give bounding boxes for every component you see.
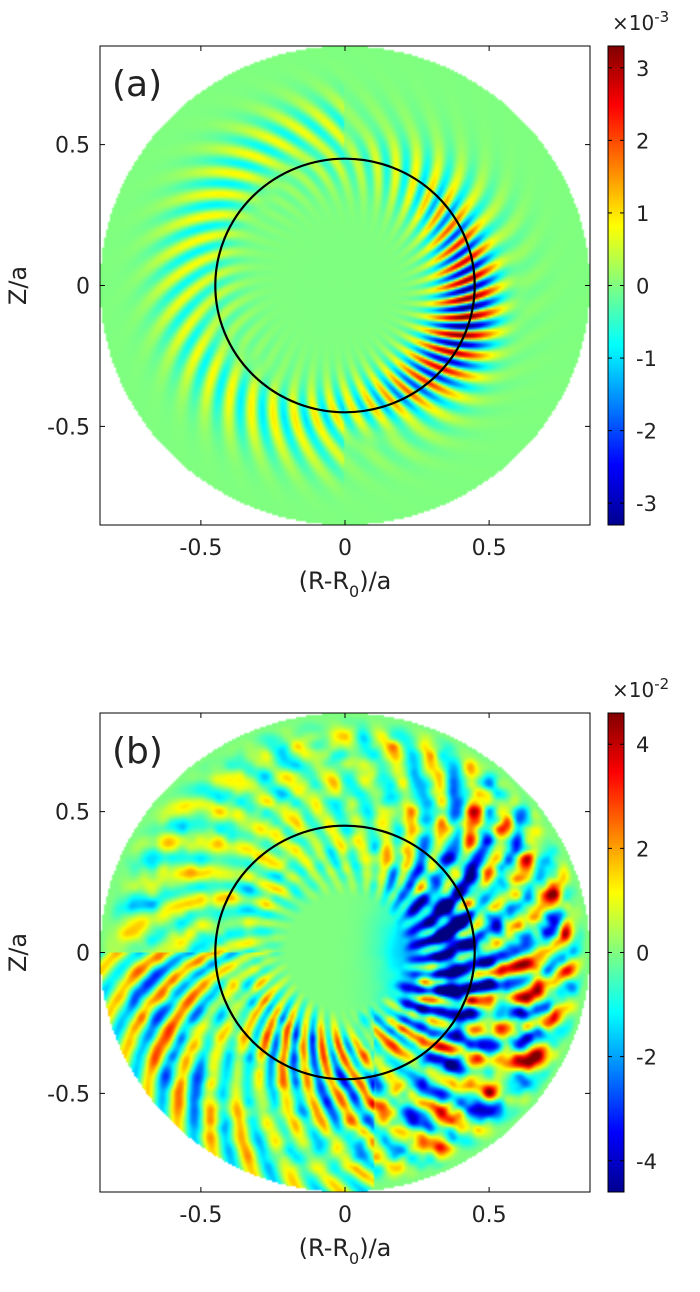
colorbar-tick-label: 0 (636, 275, 649, 299)
x-tick-label: -0.5 (179, 1203, 222, 1228)
x-tick-label: 0 (338, 1203, 352, 1228)
x-axis-label: (R-R0)/a (299, 567, 392, 601)
y-tick-label: -0.5 (47, 415, 90, 440)
x-tick-label: 0.5 (472, 536, 507, 561)
colorbar-tick-label: -2 (636, 420, 657, 444)
colorbar-tick-label: 3 (636, 57, 649, 81)
colorbar-tick-label: 2 (636, 837, 649, 861)
x-axis-label-tail: )/a (359, 567, 391, 595)
x-axis-label-main: (R-R (299, 567, 349, 595)
colorbar-exponent: ×10-2 (612, 675, 669, 702)
chart-panel-1: -0.5 0 0.50.50-0.5(a)(R-R0)/aZ/a3210-1-2-3… (4, 8, 669, 601)
colorbar-tick-label: 2 (636, 129, 649, 153)
y-axis-label: Z/a (4, 266, 32, 305)
x-axis-label-main: (R-R (299, 1234, 349, 1262)
colorbar-exponent-base: ×10 (612, 678, 654, 702)
heatmap-field (100, 46, 590, 525)
x-axis-label-sub: 0 (349, 1249, 359, 1268)
colorbar-tick-label: -2 (636, 1046, 657, 1070)
heatmap-field (100, 713, 590, 1192)
colorbar-tick-label: -4 (636, 1150, 657, 1174)
x-axis-label: (R-R0)/a (299, 1234, 392, 1268)
reference-circle (214, 824, 476, 1081)
colorbar-exponent-power: -3 (654, 8, 669, 26)
y-tick-label: 0 (76, 942, 90, 967)
colorbar-exponent-power: -2 (654, 675, 669, 693)
y-tick-label: 0 (76, 275, 90, 300)
colorbar-tick-label: 1 (636, 202, 649, 226)
panel-label: (b) (112, 731, 163, 772)
colorbar-tick-label: -1 (636, 347, 657, 371)
y-tick-label: 0.5 (55, 134, 90, 159)
y-tick-label: 0.5 (55, 801, 90, 826)
reference-circle (214, 157, 476, 414)
y-tick-label: -0.5 (47, 1082, 90, 1107)
x-axis-label-tail: )/a (359, 1234, 391, 1262)
colorbar-exponent: ×10-3 (612, 8, 669, 35)
colorbar-exponent-base: ×10 (612, 11, 654, 35)
y-axis-label: Z/a (4, 933, 32, 972)
panel-label: (a) (112, 64, 162, 105)
x-tick-label: 0 (338, 536, 352, 561)
chart-panel-2: -0.5 0 0.50.50-0.5(b)(R-R0)/aZ/a420-2-4×10… (4, 675, 669, 1268)
colorbar-tick-label: 4 (636, 733, 649, 757)
x-tick-label: -0.5 (179, 536, 222, 561)
colorbar-tick-label: 0 (636, 942, 649, 966)
x-tick-label: 0.5 (472, 1203, 507, 1228)
colorbar-tick-label: -3 (636, 492, 657, 516)
x-axis-label-sub: 0 (349, 582, 359, 601)
